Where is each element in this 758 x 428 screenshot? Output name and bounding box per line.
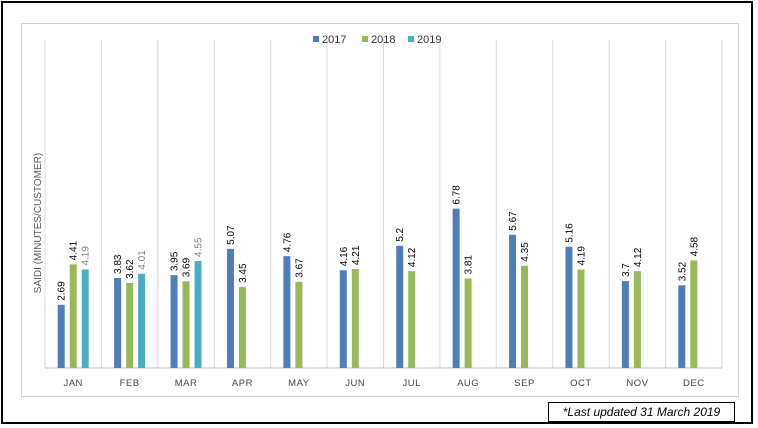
legend-swatch-2017 [313,36,319,42]
data-label: 5.67 [508,211,519,231]
y-axis-label: SAIDI (MINUTES/CUSTOMER) [33,153,44,293]
bar-2018-dec [690,260,698,368]
x-tick-label: JUL [403,378,421,389]
data-label: 4.19 [81,246,92,266]
x-tick-label: MAY [288,378,310,389]
x-tick-label: JUN [345,378,365,389]
legend-label-2018: 2018 [371,34,395,46]
bar-2018-aug [464,278,472,368]
x-tick-label: MAR [175,378,198,389]
x-tick-label: JAN [63,378,82,389]
bar-2018-sep [521,265,529,368]
data-labels: 2.694.41 4.19 3.83 3.62 4.01 3.95 3.694.555.07… [57,185,701,301]
bar-2018-may [295,281,303,368]
data-label: 5.2 [395,227,406,241]
bar-2018-mar [182,281,190,368]
data-label: 3.7 [621,263,632,277]
bar-2018-jul [408,271,416,368]
x-axis-ticks: JAN FEB MAR APR MAY JUN JUL AUG SEP OCT NOV DEC [63,378,704,389]
data-label: 5.16 [564,223,575,243]
data-label: 4.19 [576,246,587,266]
bars [57,208,698,368]
data-label: 3.69 [182,257,193,277]
x-tick-label: OCT [570,378,592,389]
legend: 2017 2018 2019 [313,34,441,46]
x-tick-label: NOV [626,378,648,389]
last-updated-note: *Last updated 31 March 2019 [548,402,735,422]
data-label: 3.83 [113,254,124,274]
bar-2019-mar [194,261,202,368]
data-label: 2.69 [57,281,68,301]
data-label: 4.41 [69,240,80,260]
bar-2018-jun [351,269,359,368]
bar-2017-jul [396,245,404,368]
bar-2017-jun [339,270,347,368]
data-label: 4.55 [194,237,205,257]
data-label: 3.81 [464,255,475,275]
x-tick-label: AUG [457,378,479,389]
bar-2018-jan [69,264,77,368]
bar-2018-nov [633,271,641,368]
data-label: 4.58 [689,236,700,256]
data-label: 4.12 [407,247,418,267]
gridlines [44,40,723,369]
bar-2017-jan [57,304,65,368]
legend-swatch-2019 [408,36,414,42]
data-label: 6.78 [452,185,463,205]
legend-label-2017: 2017 [322,34,346,46]
data-label: 4.35 [520,242,531,262]
data-label: 3.45 [238,263,249,283]
bar-2018-oct [577,269,585,368]
legend-label-2019: 2019 [417,34,441,46]
data-label: 4.16 [339,246,350,266]
data-label: 3.67 [294,258,305,278]
data-label: 3.62 [125,259,136,279]
x-tick-label: SEP [514,378,535,389]
x-tick-label: DEC [683,378,705,389]
data-label: 4.12 [633,247,644,267]
bar-2019-jan [81,269,89,368]
data-label: 3.52 [677,261,688,281]
bar-2018-feb [126,282,134,368]
data-label: 4.76 [282,232,293,252]
legend-swatch-2018 [362,36,368,42]
bar-2017-mar [170,275,178,368]
x-tick-label: APR [232,378,253,389]
data-label: 5.07 [226,225,237,245]
bar-2018-apr [238,286,246,368]
bar-2017-nov [621,281,629,368]
x-tick-label: FEB [120,378,140,389]
bar-2017-aug [452,208,460,368]
chart-area [21,23,739,397]
bar-2017-feb [114,277,122,368]
data-label: 4.01 [137,250,148,270]
bar-2019-feb [138,273,146,368]
data-label: 3.95 [170,251,181,271]
data-label: 4.21 [351,245,362,265]
bar-2017-apr [226,248,234,368]
bar-2017-dec [678,285,686,368]
bar-2017-may [283,256,291,368]
bar-2017-oct [565,246,573,368]
bar-2017-sep [509,234,517,368]
